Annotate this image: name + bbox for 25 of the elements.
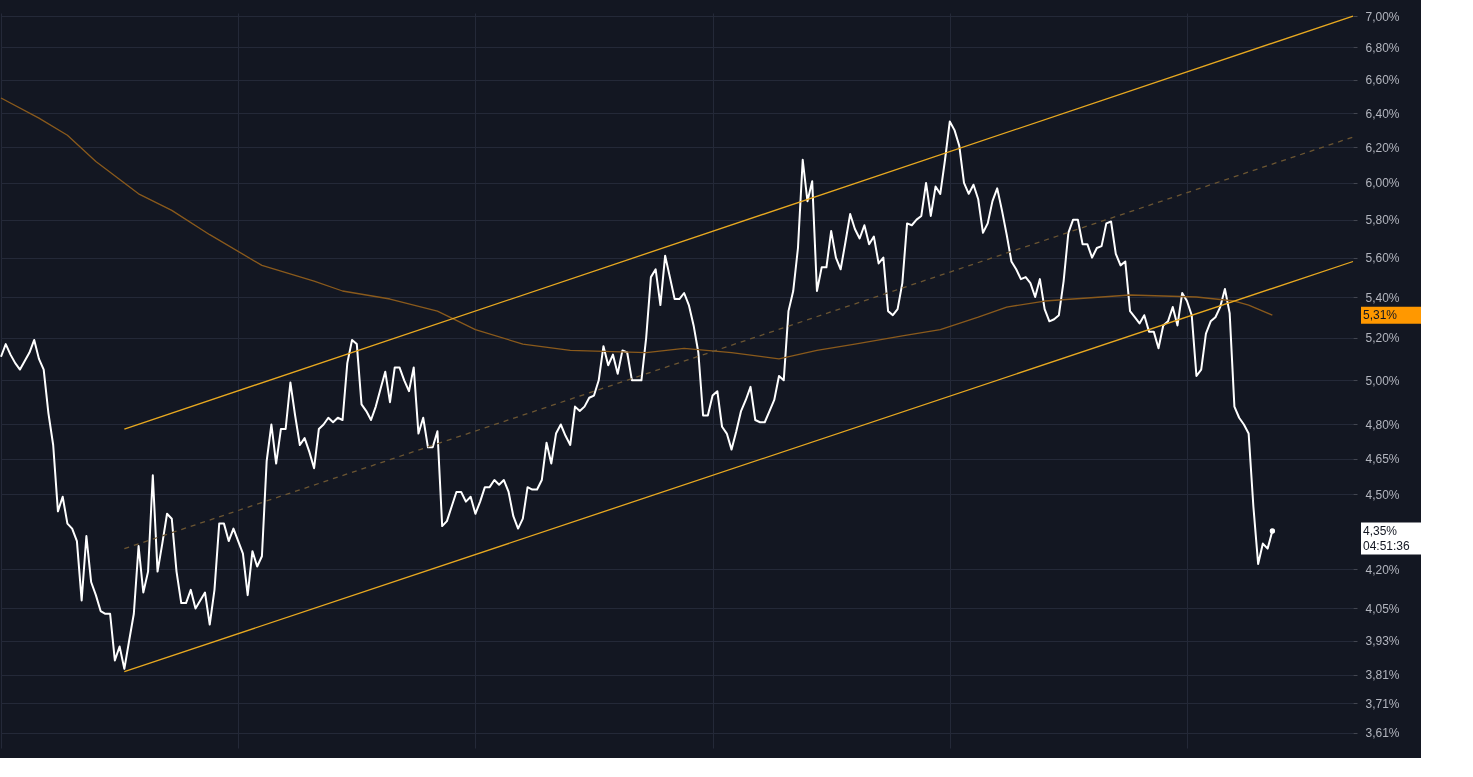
y-tick-label: 6,00% [1365,176,1400,191]
y-tick-label: 6,80% [1365,40,1400,55]
y-tick-label: 5,20% [1365,331,1400,346]
y-tick-label: 4,80% [1365,418,1400,432]
y-tick-label: 4,20% [1365,562,1400,577]
y-tick-label: 6,20% [1365,140,1400,155]
y-tick-label: 3,71% [1365,696,1400,711]
y-tick-label: 7,00% [1365,9,1400,24]
y-tick-label: 3,61% [1365,726,1400,741]
text: 04:51:36 [1363,539,1411,554]
text: 5,31% [1363,308,1398,323]
line-series [0,97,1273,360]
y-tick-label: 4,65% [1365,452,1400,467]
y-tick-label: 5,00% [1365,373,1400,388]
y-tick-label: 6,40% [1365,106,1400,121]
y-tick-label: 3,81% [1365,668,1400,683]
y-tick-label: 6,60% [1365,73,1400,88]
y-tick-label: 3,93% [1365,634,1400,649]
line-series [0,120,1274,670]
text: 4,35% [1363,524,1398,539]
y-tick-label: 4,05% [1365,601,1400,616]
y-tick-label: 5,40% [1365,290,1400,305]
y-tick-label: 4,50% [1365,487,1400,502]
y-tick-label: 5,80% [1365,213,1400,228]
y-tick-label: 5,60% [1365,251,1400,266]
